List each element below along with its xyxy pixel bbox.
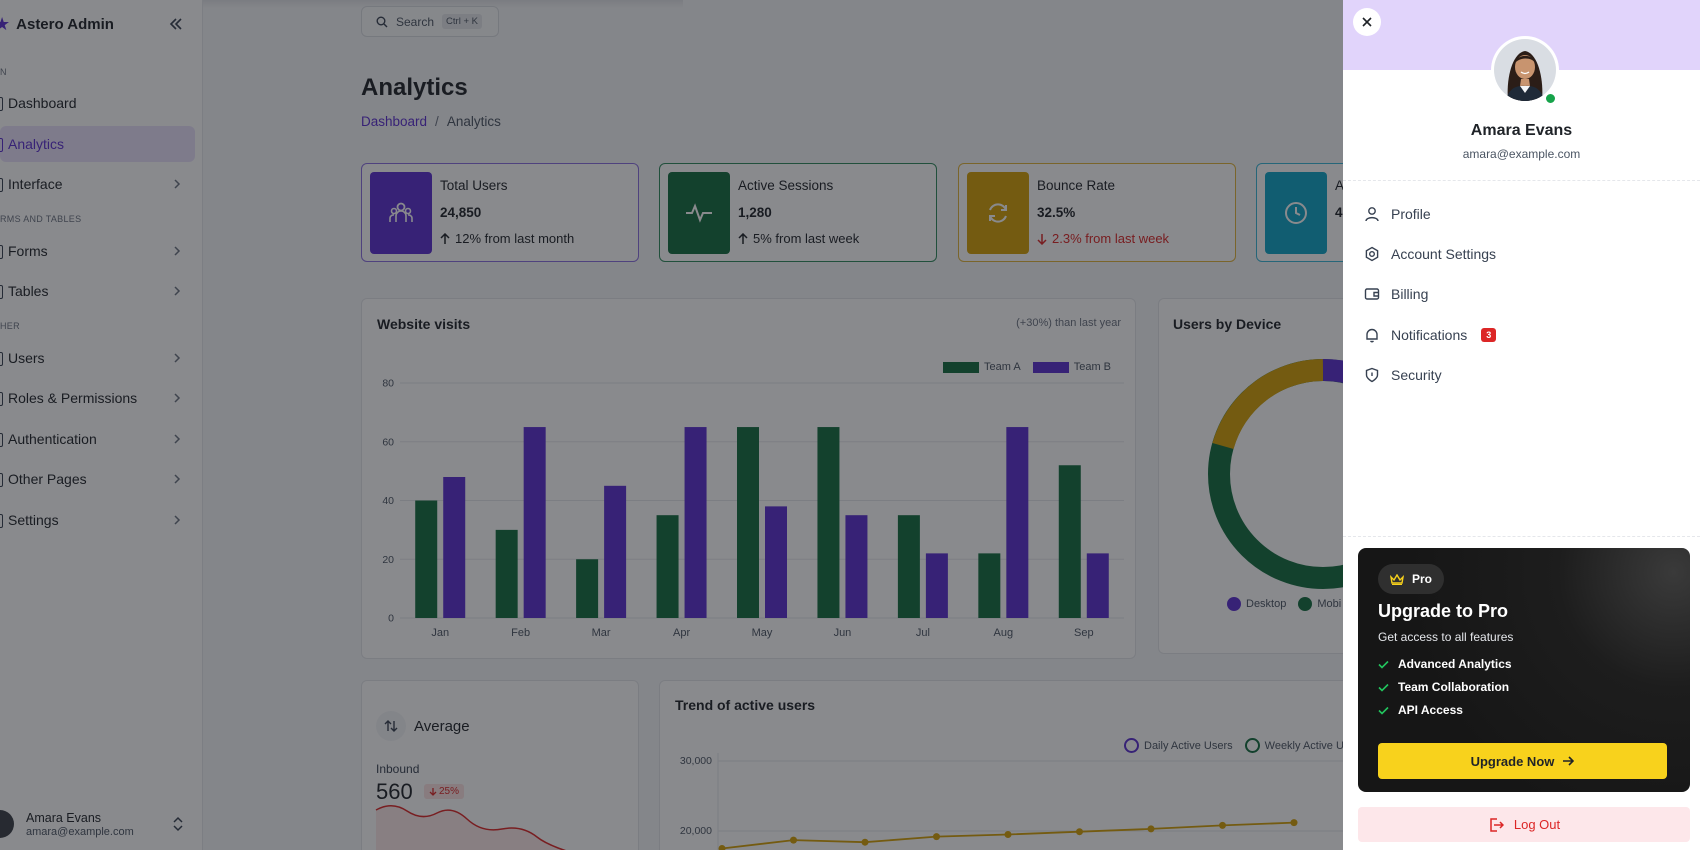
shield-icon <box>1363 366 1381 384</box>
pro-feature-label: Advanced Analytics <box>1398 657 1512 671</box>
upgrade-now-button[interactable]: Upgrade Now <box>1378 743 1667 779</box>
arrow-right-icon <box>1563 756 1575 766</box>
online-status-indicator <box>1544 92 1557 105</box>
crown-icon <box>1390 573 1404 585</box>
close-icon <box>1362 17 1372 27</box>
pro-feature-item: API Access <box>1378 703 1463 717</box>
check-icon <box>1378 683 1389 692</box>
pro-badge-label: Pro <box>1412 572 1433 586</box>
profile-name: Amara Evans <box>1470 122 1573 139</box>
pro-feature-label: API Access <box>1398 703 1463 717</box>
profile-drawer: Amara Evans amara@example.com Profile Ac… <box>1343 0 1700 850</box>
menu-item-billing[interactable]: Billing <box>1363 281 1428 307</box>
pro-feature-item: Team Collaboration <box>1378 680 1509 694</box>
menu-item-label: Account Settings <box>1391 246 1497 262</box>
logout-button[interactable]: Log Out <box>1358 807 1690 842</box>
menu-item-account-settings[interactable]: Account Settings <box>1363 241 1496 267</box>
menu-item-profile[interactable]: Profile <box>1363 201 1431 227</box>
menu-item-label: Notifications <box>1391 327 1468 343</box>
check-icon <box>1378 706 1389 715</box>
pro-badge: Pro <box>1378 564 1445 594</box>
pro-feature-item: Advanced Analytics <box>1378 657 1512 671</box>
user-icon <box>1363 205 1381 223</box>
menu-item-security[interactable]: Security <box>1363 362 1442 388</box>
menu-item-label: Security <box>1391 367 1442 383</box>
pro-subtitle: Get access to all features <box>1378 630 1514 644</box>
notification-count-badge: 3 <box>1481 328 1497 342</box>
logout-icon <box>1490 817 1504 832</box>
menu-item-label: Profile <box>1391 206 1431 222</box>
profile-email: amara@example.com <box>1462 147 1581 161</box>
close-button[interactable] <box>1353 8 1381 36</box>
pro-feature-label: Team Collaboration <box>1398 680 1510 694</box>
wallet-icon <box>1363 285 1381 303</box>
divider <box>1343 536 1700 537</box>
logout-label: Log Out <box>1513 817 1561 832</box>
upgrade-button-label: Upgrade Now <box>1470 753 1555 769</box>
menu-item-notifications[interactable]: Notifications 3 <box>1363 322 1497 348</box>
bell-icon <box>1363 326 1381 344</box>
upgrade-pro-card: Pro Upgrade to Pro Get access to all fea… <box>1358 548 1690 792</box>
menu-item-label: Billing <box>1391 286 1429 302</box>
avatar <box>1494 39 1556 101</box>
pro-title: Upgrade to Pro <box>1378 601 1509 621</box>
divider <box>1343 180 1700 181</box>
check-icon <box>1378 660 1389 669</box>
gear-icon <box>1363 245 1381 263</box>
profile-avatar[interactable] <box>1491 36 1559 104</box>
